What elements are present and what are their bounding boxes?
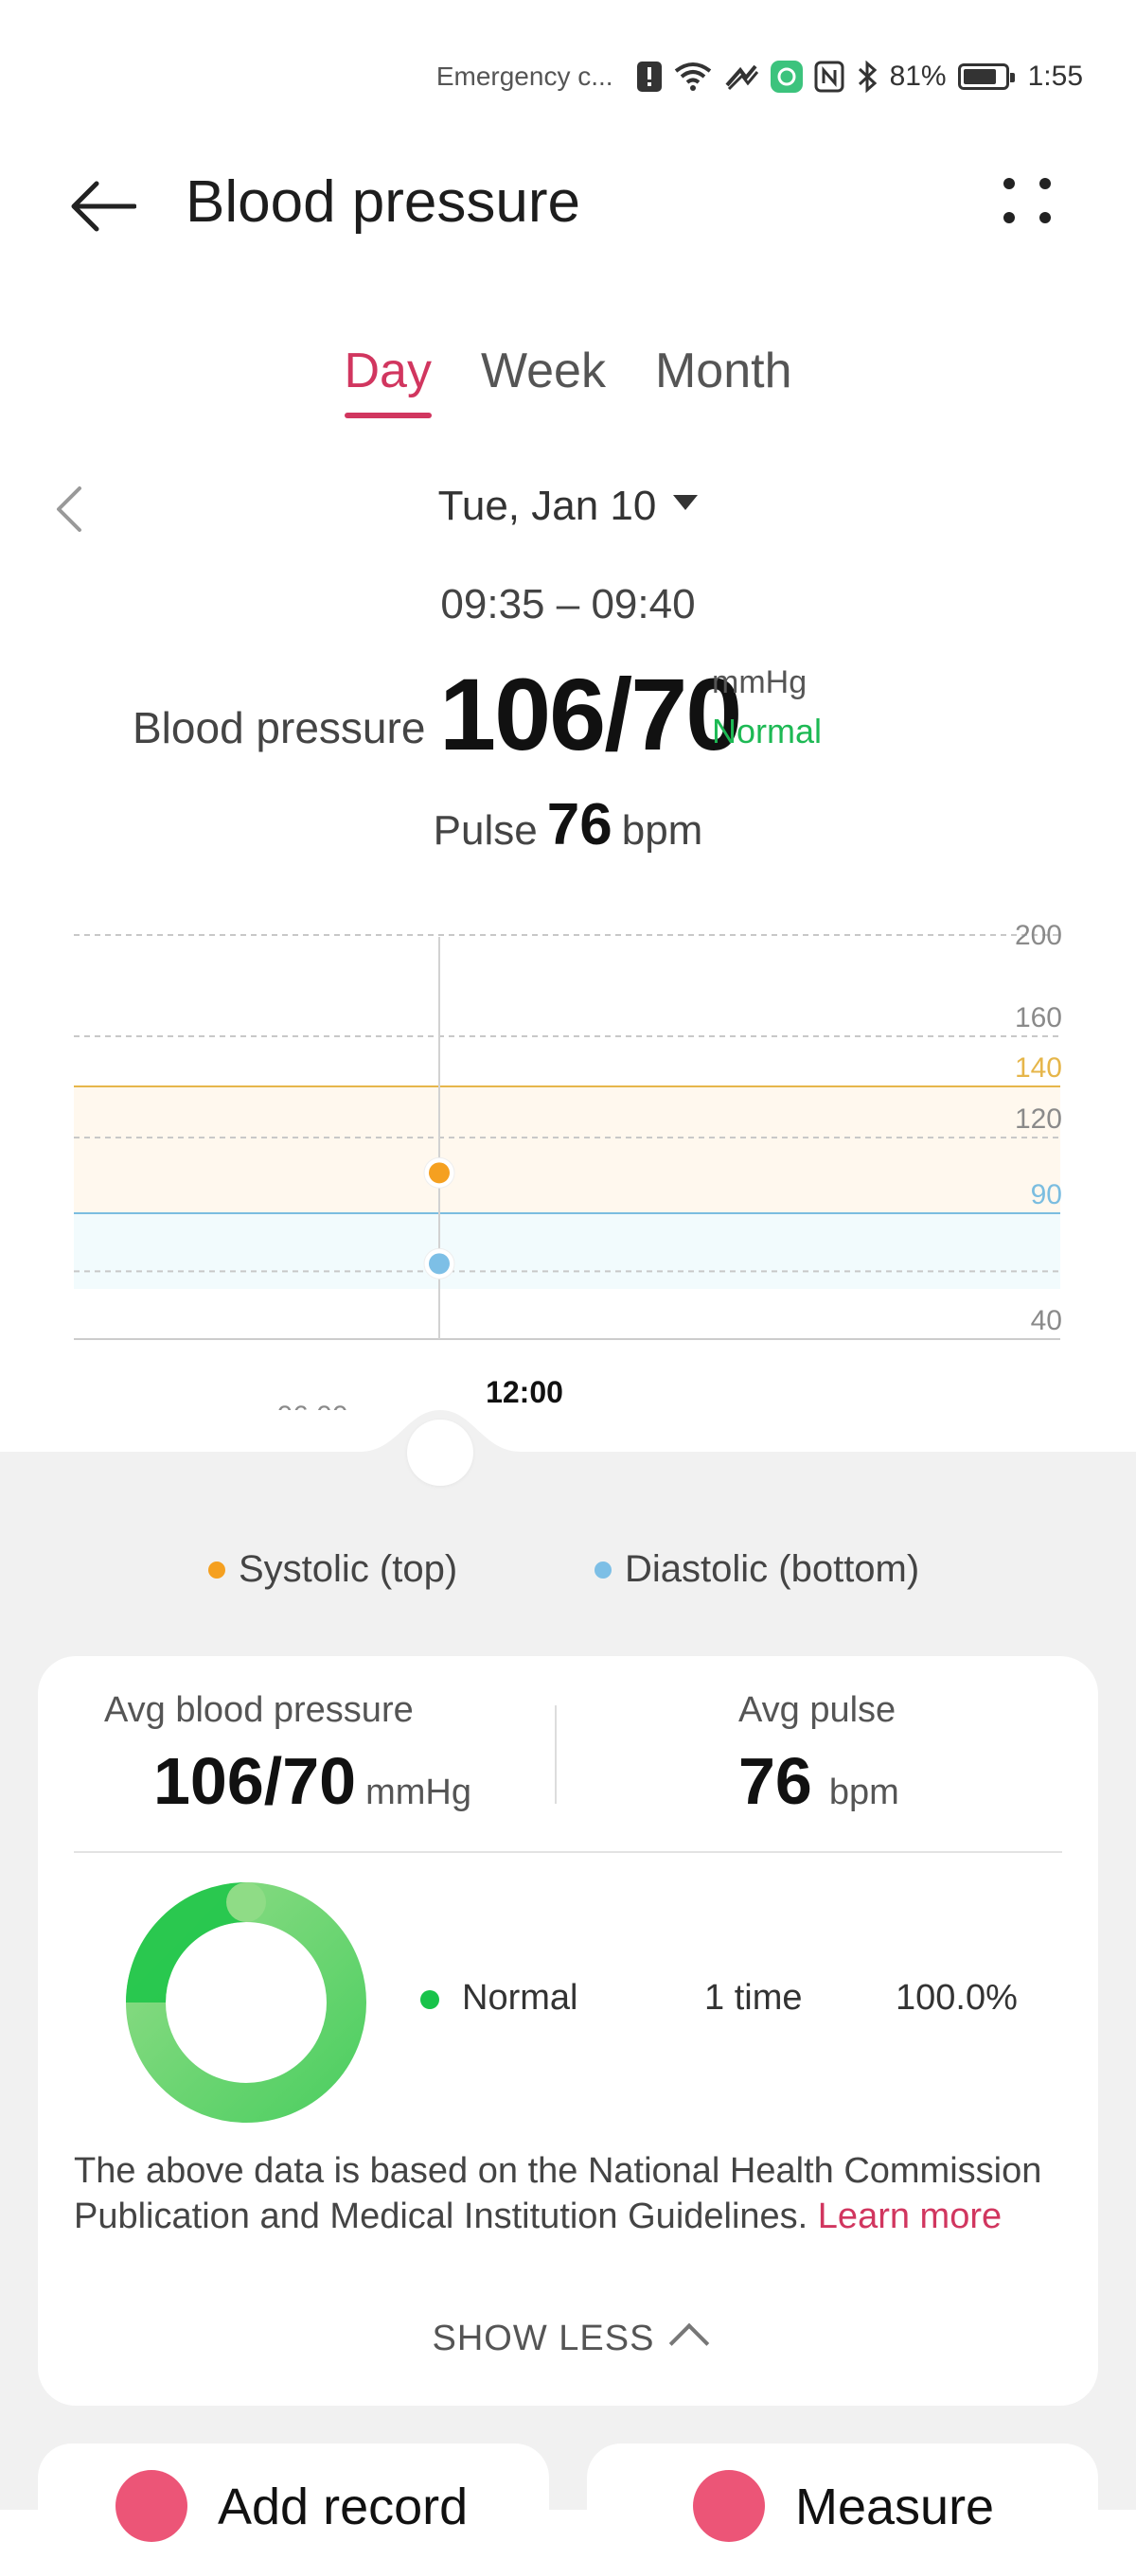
measure-label: Measure — [795, 2479, 995, 2535]
bp-unit: mmHg — [712, 664, 808, 700]
time-slider-handle[interactable] — [407, 1420, 473, 1486]
measure-icon — [693, 2470, 765, 2542]
pulse-reading: Pulse 76 bpm — [0, 791, 1136, 858]
status-bar: Emergency c... 81% 1:55 — [436, 53, 1083, 100]
back-button[interactable] — [68, 168, 153, 244]
chevron-left-icon — [57, 486, 81, 532]
section-divider — [74, 1851, 1062, 1853]
legend-systolic: Systolic (top) — [208, 1548, 457, 1591]
more-dots-icon — [1003, 178, 1051, 223]
guideline-note: The above data is based on the National … — [74, 2148, 1058, 2239]
donut-end-cap — [226, 1882, 266, 1922]
blood-pressure-chart[interactable]: 200160140120904000:0006:0012:0018:0024:0… — [0, 880, 1136, 1410]
slider-notch — [0, 1410, 1136, 1457]
chart-band-0 — [74, 1086, 1060, 1213]
status-time: 1:55 — [1027, 61, 1083, 92]
y-tick-label-1: 160 — [1015, 1002, 1062, 1033]
category-count: 1 time — [704, 1978, 803, 2018]
y-tick-label-2: 140 — [1015, 1052, 1062, 1084]
pulse-value: 76 — [546, 792, 612, 857]
avg-bp-value-group: 106/70 mmHg — [153, 1743, 471, 1819]
avg-pulse-label: Avg pulse — [738, 1690, 896, 1730]
summary-card: Avg blood pressure 106/70 mmHg Avg pulse … — [38, 1656, 1098, 2406]
systolic-dot-icon — [208, 1561, 225, 1579]
status-carrier: Emergency c... — [435, 62, 613, 91]
stat-divider — [555, 1705, 557, 1804]
x-tick-label-1: 06:00 — [276, 1401, 347, 1410]
app-icon — [770, 61, 803, 93]
tab-month[interactable]: Month — [654, 344, 792, 398]
add-record-label: Add record — [218, 2479, 469, 2535]
pulse-label: Pulse — [433, 807, 538, 854]
date-picker[interactable]: Tue, Jan 10 — [0, 483, 1136, 530]
normal-dot-icon — [420, 1989, 439, 2009]
bp-status: Normal — [712, 712, 823, 750]
diastolic-dot-icon — [595, 1561, 612, 1579]
donut-highlight — [126, 1882, 247, 2003]
y-tick-label-3: 120 — [1015, 1103, 1062, 1135]
arrow-left-icon — [71, 181, 136, 232]
hotspot-icon — [723, 62, 759, 91]
avg-bp-value: 106/70 — [153, 1744, 357, 1818]
y-tick-label-5: 40 — [1031, 1305, 1062, 1336]
period-tabs: Day Week Month — [0, 343, 1136, 418]
show-less-button[interactable]: SHOW LESS — [38, 2319, 1098, 2364]
avg-pulse-value: 76 — [738, 1744, 812, 1818]
category-percent: 100.0% — [896, 1978, 1018, 2018]
bp-value: 106/70 — [439, 657, 742, 771]
measure-button[interactable]: Measure — [587, 2444, 1098, 2576]
bp-label: Blood pressure — [133, 703, 426, 752]
tab-week[interactable]: Week — [480, 344, 606, 398]
footnote-text: The above data is based on the National … — [74, 2151, 1042, 2236]
nfc-icon — [814, 61, 844, 93]
category-donut-chart — [126, 1882, 366, 2123]
pulse-unit: bpm — [621, 807, 703, 854]
chart-band-1 — [74, 1213, 1060, 1289]
alert-icon — [636, 61, 663, 93]
avg-pulse-value-group: 76 bpm — [738, 1743, 899, 1819]
bluetooth-icon — [856, 61, 879, 93]
add-record-icon — [115, 2470, 187, 2542]
legend-diastolic-label: Diastolic (bottom) — [625, 1548, 920, 1590]
add-record-button[interactable]: Add record — [38, 2444, 549, 2576]
avg-pulse-unit: bpm — [828, 1773, 899, 1812]
avg-bp-label: Avg blood pressure — [104, 1690, 414, 1730]
chevron-up-icon — [669, 2322, 710, 2364]
page-title: Blood pressure — [186, 169, 581, 235]
battery-percent: 81% — [889, 61, 947, 92]
data-point-systolic-0 — [429, 1162, 450, 1184]
previous-day-button[interactable] — [49, 481, 87, 538]
reading-time-range: 09:35 – 09:40 — [440, 581, 696, 627]
show-less-label: SHOW LESS — [432, 2319, 655, 2358]
y-tick-label-4: 90 — [1031, 1179, 1062, 1210]
category-label: Normal — [462, 1978, 578, 2018]
avg-bp-unit: mmHg — [365, 1773, 471, 1812]
battery-icon — [957, 63, 1015, 90]
wifi-icon — [674, 62, 712, 92]
tab-day[interactable]: Day — [344, 343, 433, 418]
more-options-button[interactable] — [985, 168, 1070, 244]
y-tick-label-0: 200 — [1015, 920, 1062, 951]
date-label: Tue, Jan 10 — [437, 483, 657, 529]
category-row: Normal — [420, 1978, 577, 2019]
data-point-diastolic-0 — [429, 1253, 450, 1275]
x-tick-label-2: 12:00 — [486, 1375, 563, 1409]
caret-down-icon — [673, 495, 699, 511]
legend-diastolic: Diastolic (bottom) — [595, 1548, 919, 1591]
learn-more-link[interactable]: Learn more — [817, 2197, 1003, 2236]
legend-systolic-label: Systolic (top) — [239, 1548, 458, 1590]
